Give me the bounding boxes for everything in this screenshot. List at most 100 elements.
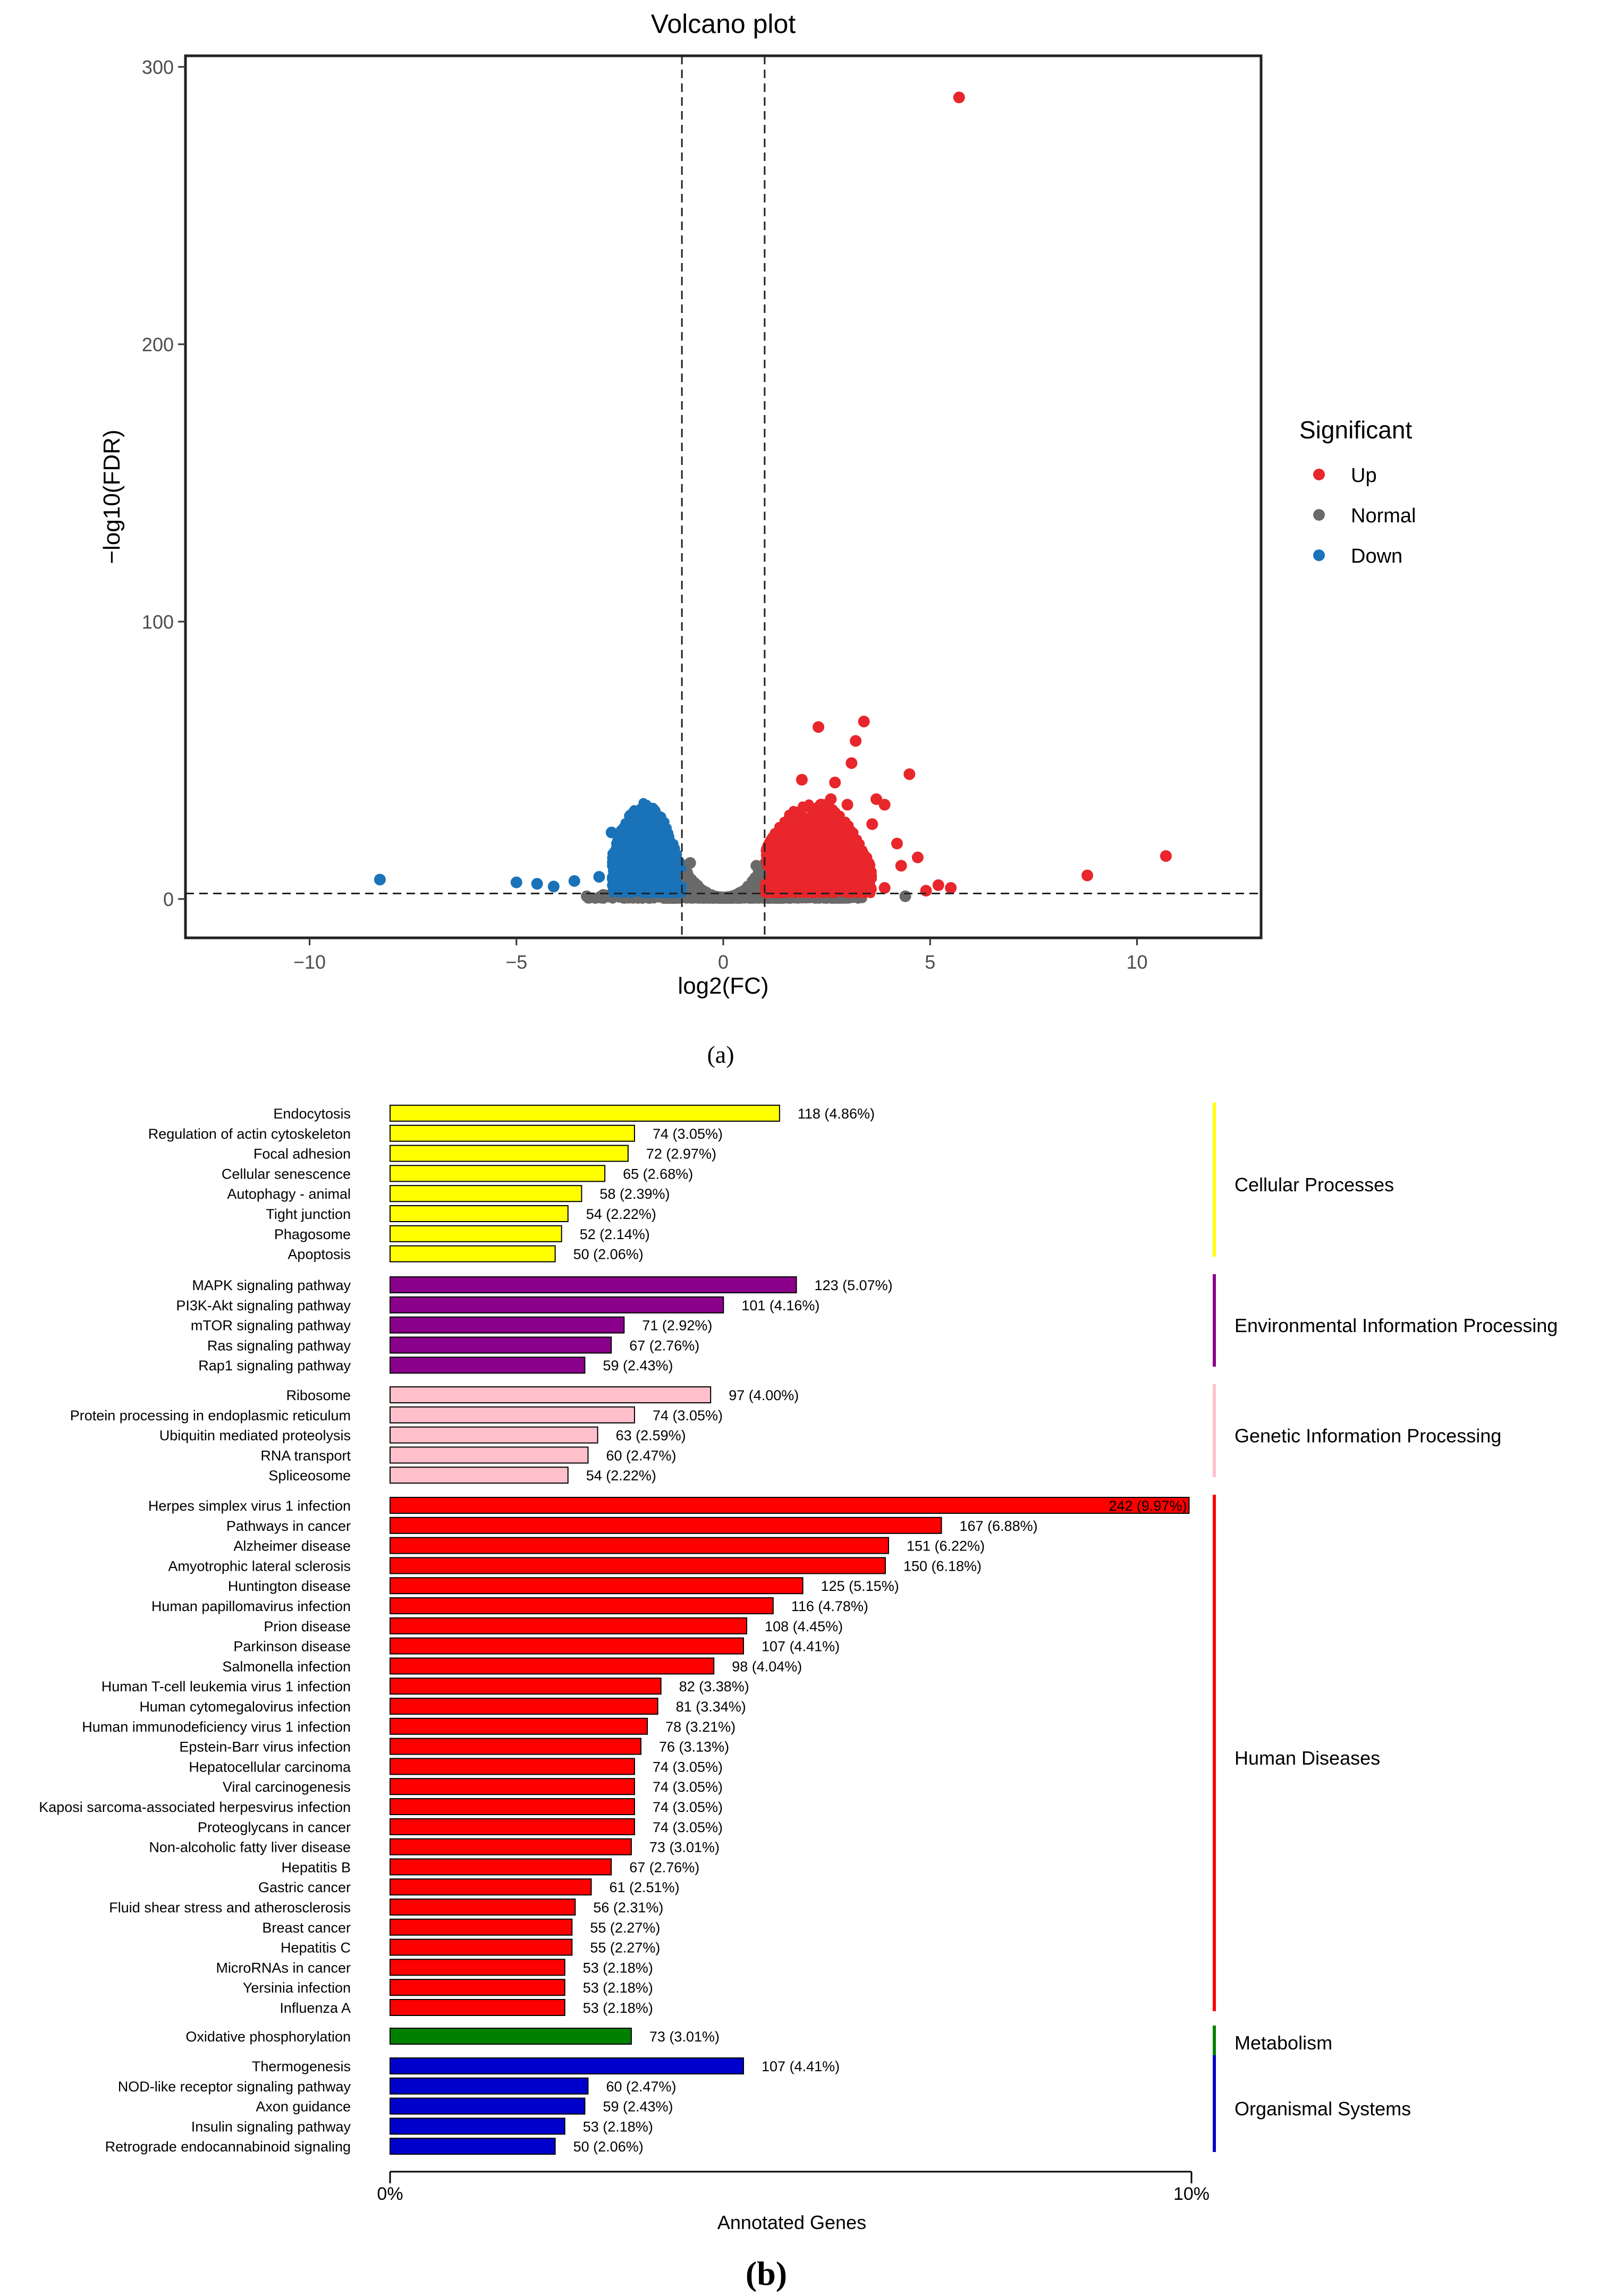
bar-value-label: 76 (3.13%)	[659, 1739, 729, 1755]
bar	[390, 1758, 635, 1775]
bar-value-label: 107 (4.41%)	[762, 1639, 840, 1655]
bar	[390, 1124, 635, 1142]
normal-point	[738, 885, 750, 897]
up-point	[895, 860, 907, 872]
bar-category-label: Human cytomegalovirus infection	[139, 1699, 351, 1715]
bar-category-label: Thermogenesis	[252, 2058, 351, 2074]
bar-category-label: Huntington disease	[228, 1578, 351, 1594]
normal-point	[745, 894, 755, 904]
bar-category-label: MicroRNAs in cancer	[216, 1960, 351, 1976]
bar	[390, 1778, 635, 1795]
normal-point	[680, 871, 692, 883]
bar	[390, 1357, 586, 1374]
up-point	[822, 807, 832, 817]
x-tick-label: 0%	[377, 2184, 403, 2204]
bar-value-label: 55 (2.27%)	[590, 1940, 660, 1956]
down-point	[664, 864, 674, 874]
down-point	[614, 838, 624, 848]
down-point	[673, 885, 683, 895]
bar-category-label: Alzheimer disease	[233, 1538, 351, 1554]
down-point	[645, 804, 655, 815]
up-point	[771, 862, 781, 872]
down-point	[633, 855, 644, 865]
bar-value-label: 73 (3.01%)	[649, 1840, 720, 1856]
bar-value-label: 78 (3.21%)	[665, 1719, 735, 1735]
bar-value-label: 151 (6.22%)	[907, 1538, 985, 1554]
bar	[390, 1899, 576, 1916]
kegg-bar-chart: Endocytosis 118 (4.86%) Regulation of acti…	[39, 1103, 1558, 2233]
down-point	[614, 851, 626, 863]
down-point	[626, 843, 638, 855]
bar-value-label: 53 (2.18%)	[583, 2119, 653, 2134]
down-point	[510, 876, 522, 888]
bar-value-label: 82 (3.38%)	[679, 1679, 749, 1695]
up-point	[839, 841, 849, 851]
down-point	[568, 875, 580, 887]
up-point	[860, 866, 870, 876]
bar	[390, 1105, 780, 1122]
bar	[390, 1426, 598, 1444]
bar-category-label: Phagosome	[274, 1226, 351, 1242]
bar	[390, 1637, 745, 1655]
panel-a-label: (a)	[707, 1041, 734, 1068]
bar-value-label: 74 (3.05%)	[653, 1779, 723, 1795]
bar-category-label: Gastric cancer	[258, 1879, 351, 1895]
down-point	[547, 880, 560, 893]
down-point	[634, 883, 644, 893]
bar	[390, 1245, 556, 1263]
down-point	[657, 851, 667, 861]
bar	[390, 2077, 589, 2095]
bar	[390, 2097, 586, 2115]
up-point	[1081, 869, 1094, 882]
y-axis-label: −log10(FDR)	[99, 429, 125, 564]
bar	[390, 1467, 569, 1484]
bar	[390, 1818, 635, 1835]
bar-value-label: 59 (2.43%)	[603, 2099, 673, 2115]
down-point	[605, 826, 618, 838]
volcano-plot: Volcano plot−10 −5 0 5 100100200300log2(FC)−…	[99, 9, 1416, 999]
down-point	[638, 798, 648, 808]
up-point	[806, 867, 816, 877]
bar-value-label: 74 (3.05%)	[653, 1408, 723, 1424]
bar-category-label: Insulin signaling pathway	[191, 2119, 351, 2134]
bar-value-label: 73 (3.01%)	[649, 2029, 720, 2045]
bar	[390, 1386, 712, 1403]
bar-value-label: 107 (4.41%)	[762, 2058, 840, 2074]
bar-value-label: 50 (2.06%)	[573, 2139, 644, 2155]
y-tick-label: 100	[142, 611, 174, 633]
up-point	[867, 874, 877, 884]
bar-category-label: Ras signaling pathway	[207, 1337, 351, 1353]
bar-category-label: Non-alcoholic fatty liver disease	[149, 1840, 351, 1856]
bar	[390, 1597, 774, 1614]
bar-category-label: Human T-cell leukemia virus 1 infection	[102, 1679, 351, 1695]
bar-value-label: 67 (2.76%)	[629, 1337, 699, 1353]
up-point	[853, 863, 863, 874]
legend-marker	[1313, 549, 1325, 561]
down-point	[621, 876, 631, 886]
bar	[390, 1717, 648, 1735]
bar	[390, 1798, 635, 1815]
up-point	[848, 884, 858, 894]
bar-value-label: 61 (2.51%)	[610, 1879, 680, 1895]
up-point	[810, 804, 821, 815]
bar-category-label: Herpes simplex virus 1 infection	[148, 1498, 351, 1514]
up-point	[813, 813, 823, 823]
group-label: Environmental Information Processing	[1235, 1315, 1558, 1336]
bar-value-label: 65 (2.68%)	[623, 1166, 693, 1182]
bar-value-label: 60 (2.47%)	[606, 1447, 676, 1463]
bar-category-label: Salmonella infection	[222, 1658, 351, 1674]
bar-category-label: Influenza A	[280, 2000, 351, 2016]
up-point	[945, 882, 957, 894]
bar-category-label: Pathways in cancer	[226, 1518, 351, 1534]
bar-category-label: Spliceosome	[268, 1468, 351, 1484]
bar-value-label: 55 (2.27%)	[590, 1920, 660, 1936]
bar-value-label: 97 (4.00%)	[729, 1387, 799, 1403]
bar	[390, 1276, 797, 1293]
down-point	[647, 835, 657, 845]
up-point	[870, 793, 883, 805]
down-point	[531, 878, 543, 890]
bar-value-label: 71 (2.92%)	[642, 1318, 712, 1334]
up-point	[823, 832, 833, 842]
bar	[390, 1738, 642, 1755]
bar-value-label: 63 (2.59%)	[616, 1428, 686, 1444]
